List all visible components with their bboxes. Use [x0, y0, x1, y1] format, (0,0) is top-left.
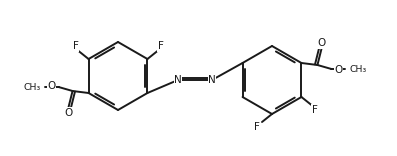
Text: CH₃: CH₃	[23, 83, 40, 92]
Text: O: O	[317, 38, 326, 48]
Text: N: N	[208, 75, 216, 85]
Text: CH₃: CH₃	[349, 64, 367, 73]
Text: F: F	[312, 105, 317, 115]
Text: O: O	[334, 65, 343, 75]
Text: F: F	[254, 122, 260, 132]
Text: F: F	[158, 41, 164, 51]
Text: O: O	[47, 81, 56, 91]
Text: F: F	[73, 41, 79, 51]
Text: O: O	[64, 108, 73, 118]
Text: N: N	[174, 75, 182, 85]
